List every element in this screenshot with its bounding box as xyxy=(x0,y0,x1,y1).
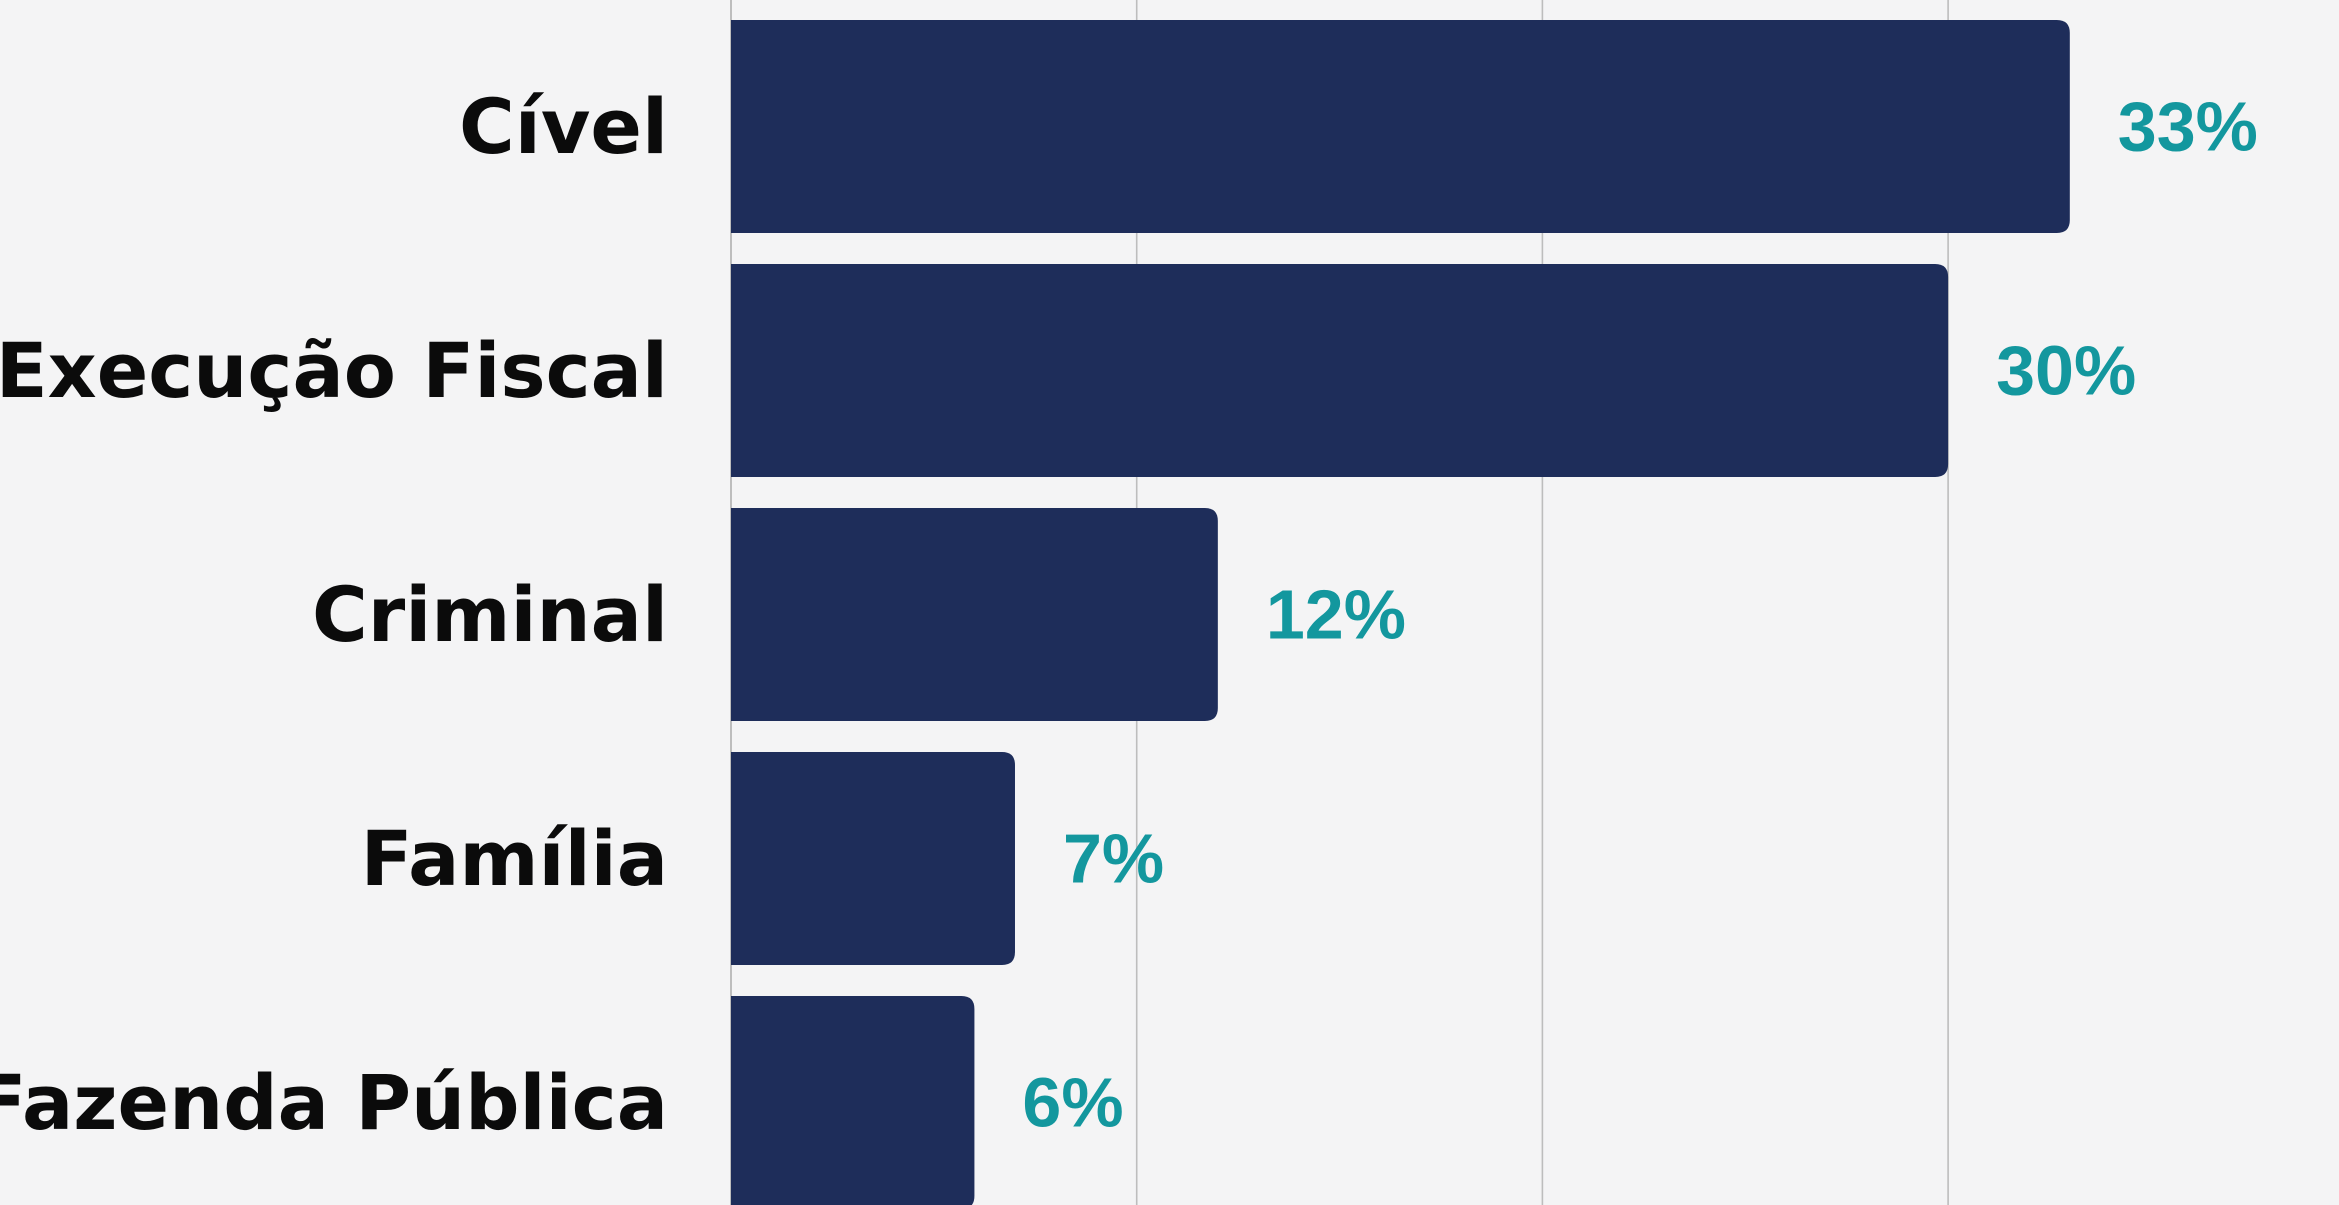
bar-0 xyxy=(731,20,2070,233)
bar-1 xyxy=(731,264,1949,477)
value-label: 6% xyxy=(1022,1064,1123,1142)
category-label: Família xyxy=(361,814,668,903)
category-label: Execução Fiscal xyxy=(0,326,668,415)
value-label: 12% xyxy=(1266,576,1406,654)
value-labels: 33% 30% 12% 7% 6% xyxy=(1022,88,2257,1142)
category-label: Criminal xyxy=(312,570,668,659)
bar-3 xyxy=(731,752,1015,965)
category-label: Fazenda Pública xyxy=(0,1058,668,1147)
bar-2 xyxy=(731,508,1218,721)
value-label: 30% xyxy=(1996,332,2136,410)
bars xyxy=(731,20,2070,1205)
bar-4 xyxy=(731,996,975,1205)
value-label: 33% xyxy=(2118,88,2258,166)
category-label: Cível xyxy=(459,82,668,171)
category-labels: Cível Execução Fiscal Criminal Família Fazen… xyxy=(0,82,668,1147)
value-label: 7% xyxy=(1063,820,1164,898)
